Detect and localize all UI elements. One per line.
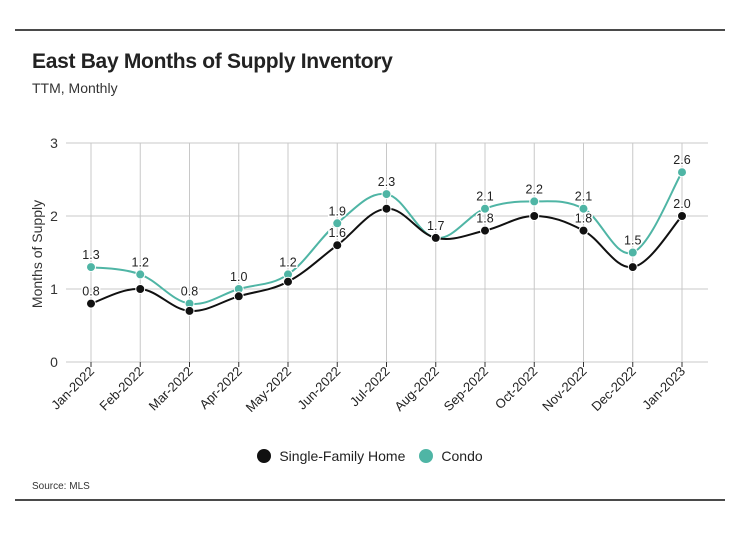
x-tick-label: May-2022	[243, 364, 294, 415]
data-label-condo: 1.2	[132, 255, 149, 269]
data-point-single-family[interactable]	[332, 240, 343, 251]
data-point-single-family[interactable]	[86, 298, 96, 309]
x-tick-label: Jun-2022	[294, 364, 343, 413]
data-point-condo[interactable]	[332, 218, 343, 229]
data-label-single-family: 1.8	[575, 212, 592, 226]
data-point-single-family[interactable]	[135, 284, 146, 294]
data-point-single-family[interactable]	[627, 262, 638, 273]
data-point-condo[interactable]	[135, 269, 146, 280]
x-tick-label: Jan-2022	[48, 364, 97, 413]
data-point-condo[interactable]	[480, 203, 490, 214]
data-label-single-family: 0.8	[82, 285, 99, 299]
data-label-condo: 1.0	[230, 270, 247, 284]
data-label-condo: 2.6	[673, 153, 690, 167]
data-point-single-family[interactable]	[480, 225, 490, 236]
data-label-single-family: 1.6	[329, 226, 346, 240]
data-point-condo[interactable]	[86, 262, 96, 273]
data-point-single-family[interactable]	[578, 225, 589, 236]
data-point-condo[interactable]	[578, 203, 589, 214]
data-label-condo: 0.8	[181, 285, 198, 299]
data-point-single-family[interactable]	[529, 211, 540, 221]
data-point-condo[interactable]	[381, 189, 392, 200]
data-label-single-family: 2.0	[673, 197, 690, 211]
data-point-condo[interactable]	[677, 167, 687, 178]
x-tick-label: Dec-2022	[588, 364, 638, 414]
grid-lines	[66, 142, 708, 367]
x-tick-label: Oct-2022	[492, 364, 540, 412]
data-label-condo: 2.1	[476, 190, 493, 204]
legend-label-single-family: Single-Family Home	[279, 448, 406, 464]
x-tick-label: Jul-2022	[347, 364, 393, 410]
data-label-condo: 1.3	[82, 248, 99, 262]
y-tick-label: 0	[50, 354, 58, 370]
data-label-condo: 1.5	[624, 234, 641, 248]
y-tick-label: 2	[50, 208, 58, 224]
bottom-rule	[15, 499, 725, 501]
y-tick-label: 3	[50, 135, 58, 151]
data-point-single-family[interactable]	[430, 232, 441, 243]
y-tick-label: 1	[50, 281, 58, 297]
data-label-condo: 2.3	[378, 175, 395, 189]
x-tick-label: Apr-2022	[196, 364, 244, 412]
data-point-single-family[interactable]	[283, 276, 293, 287]
chart-title: East Bay Months of Supply Inventory	[32, 50, 393, 73]
data-point-single-family[interactable]	[233, 291, 244, 302]
data-point-condo[interactable]	[627, 247, 638, 258]
series-lines	[86, 167, 687, 316]
data-label-condo: 1.9	[329, 204, 346, 218]
x-tick-label: Sep-2022	[441, 364, 491, 414]
data-label-condo: 1.2	[279, 255, 296, 269]
x-tick-label: Nov-2022	[539, 364, 589, 414]
data-point-condo[interactable]	[529, 196, 540, 207]
axis-labels: 0 1 2 3 Jan-2022 Feb-2022 Mar-2022 Apr-2022May-…	[29, 135, 688, 415]
chart-legend: Single-Family Home Condo	[0, 448, 740, 464]
y-axis-label: Months of Supply	[29, 200, 45, 308]
x-tick-label: Mar-2022	[146, 364, 196, 414]
legend-item-condo[interactable]: Condo	[419, 448, 483, 464]
legend-item-single-family[interactable]: Single-Family Home	[257, 448, 405, 464]
legend-swatch-condo	[419, 449, 434, 463]
legend-label-condo: Condo	[441, 448, 483, 464]
data-label-condo: 2.1	[575, 190, 592, 204]
x-tick-label: Feb-2022	[96, 364, 146, 414]
data-point-single-family[interactable]	[184, 305, 195, 316]
data-labels: 0.8 1.6 1.8 1.8 2.0 1.3 1.2 0.8 1.0 1.2 1.9 2.3 1.7 2…	[81, 152, 692, 300]
legend-swatch-single-family	[257, 449, 272, 463]
top-rule	[15, 29, 725, 31]
source-note: Source: MLS	[32, 481, 90, 492]
data-label-condo: 1.7	[427, 219, 444, 233]
data-point-single-family[interactable]	[381, 203, 392, 214]
data-label-condo: 2.2	[526, 182, 543, 196]
chart-subtitle: TTM, Monthly	[32, 80, 118, 96]
data-label-single-family: 1.8	[476, 212, 493, 226]
data-point-single-family[interactable]	[677, 211, 687, 221]
x-tick-label: Aug-2022	[391, 364, 441, 414]
x-tick-label: Jan-2023	[639, 364, 688, 413]
